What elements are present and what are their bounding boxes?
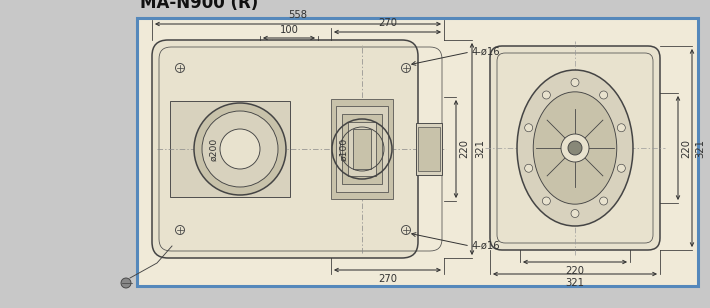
Text: ø200: ø200 [209, 137, 219, 161]
Circle shape [600, 91, 608, 99]
Bar [353, 129, 371, 169]
Text: 220: 220 [565, 266, 584, 276]
Text: 270: 270 [378, 18, 397, 28]
Text: 321: 321 [565, 278, 584, 288]
Bar [418, 127, 440, 171]
Circle shape [194, 103, 286, 195]
Text: 270: 270 [378, 274, 397, 284]
Text: 321: 321 [695, 139, 705, 157]
Circle shape [561, 134, 589, 162]
Text: 558: 558 [288, 10, 307, 20]
Circle shape [542, 197, 550, 205]
Text: 100: 100 [280, 25, 298, 35]
Circle shape [600, 197, 608, 205]
Circle shape [568, 141, 582, 155]
FancyBboxPatch shape [152, 40, 418, 258]
Ellipse shape [533, 92, 617, 204]
Text: 4-ø16: 4-ø16 [472, 241, 501, 251]
Text: MA-N900 (R): MA-N900 (R) [140, 0, 258, 12]
Bar [416, 123, 442, 175]
Circle shape [571, 79, 579, 87]
Circle shape [121, 278, 131, 288]
Circle shape [617, 164, 626, 172]
Circle shape [525, 124, 532, 132]
Circle shape [525, 164, 532, 172]
Text: 321: 321 [475, 140, 485, 159]
FancyBboxPatch shape [490, 46, 660, 250]
Text: 4-ø16: 4-ø16 [472, 47, 501, 57]
Bar [137, 18, 698, 286]
Bar [336, 106, 388, 192]
Text: 220: 220 [681, 139, 691, 157]
Text: ø100: ø100 [339, 137, 349, 161]
Ellipse shape [517, 70, 633, 226]
Bar [170, 101, 290, 197]
Circle shape [571, 209, 579, 217]
Circle shape [617, 124, 626, 132]
Bar [348, 122, 376, 176]
Bar [342, 114, 382, 184]
Bar [331, 99, 393, 199]
Circle shape [202, 111, 278, 187]
Circle shape [542, 91, 550, 99]
Circle shape [220, 129, 260, 169]
Text: 220: 220 [459, 140, 469, 159]
